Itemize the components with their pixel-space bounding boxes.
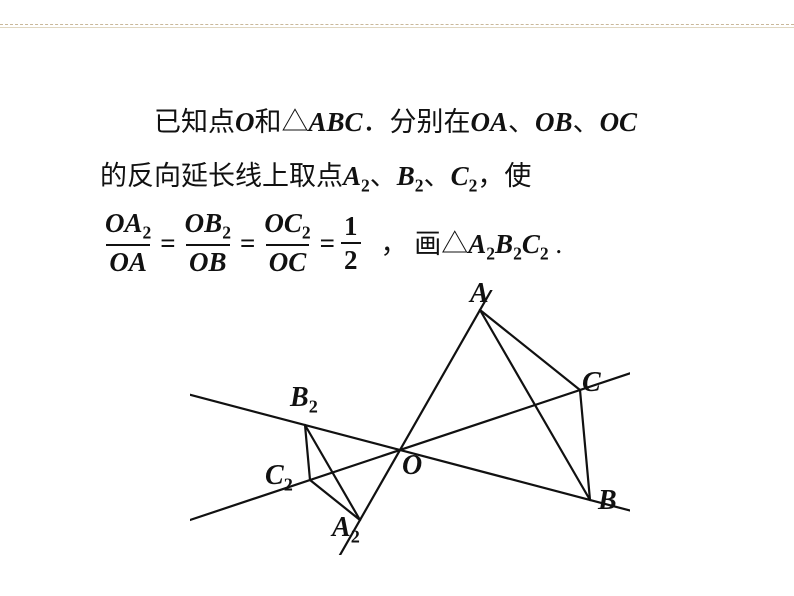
text-line-2: 的反向延长线上取点A2、B2、C2，使 — [100, 149, 740, 203]
txt: ，使 — [477, 161, 531, 191]
sep: 、 — [573, 107, 600, 137]
var-C2: C2 — [451, 161, 478, 191]
problem-text: 已知点O和△ABC．分别在OA、OB、OC 的反向延长线上取点A2、B2、C2，… — [100, 95, 740, 277]
frac-OB2-OB: OB2 OB — [182, 209, 234, 276]
label-O: O — [402, 450, 422, 482]
var-OC: OC — [600, 107, 638, 137]
txt: ．分别在 — [363, 107, 471, 137]
txt: 和△ — [255, 107, 309, 137]
frac-1-2: 1 2 — [341, 212, 361, 275]
equals: = — [160, 228, 175, 259]
equals: = — [320, 228, 335, 259]
ratio-equation: OA2 OA = OB2 OB = OC2 OC = 1 2 ， 画△A2B2C… — [100, 209, 740, 276]
frac-OA2-OA: OA2 OA — [102, 209, 154, 276]
txt: 已知点 — [154, 107, 235, 137]
var-OA: OA — [471, 107, 509, 137]
geometry-diagram: A B C O A2 B2 C2 — [190, 290, 630, 555]
decorative-top-border — [0, 24, 794, 28]
label-B: B — [598, 485, 617, 517]
frac-OC2-OC: OC2 OC — [261, 209, 313, 276]
tail-text: ， 画△A2B2C2 . — [381, 222, 563, 264]
label-C: C — [582, 367, 601, 399]
label-C2: C2 — [265, 460, 293, 496]
var-O: O — [235, 107, 255, 137]
label-A2: A2 — [332, 512, 360, 548]
txt: 的反向延长线上取点 — [100, 161, 343, 191]
diagram-svg — [190, 290, 630, 555]
text-line-1: 已知点O和△ABC．分别在OA、OB、OC — [100, 95, 740, 149]
var-A2: A2 — [343, 161, 370, 191]
sep: 、 — [508, 107, 535, 137]
sep: 、 — [424, 161, 451, 191]
equals: = — [240, 228, 255, 259]
label-B2: B2 — [290, 382, 318, 418]
var-OB: OB — [535, 107, 573, 137]
label-A: A — [470, 278, 489, 310]
var-B2: B2 — [397, 161, 424, 191]
sep: 、 — [370, 161, 397, 191]
var-ABC: ABC — [309, 107, 363, 137]
